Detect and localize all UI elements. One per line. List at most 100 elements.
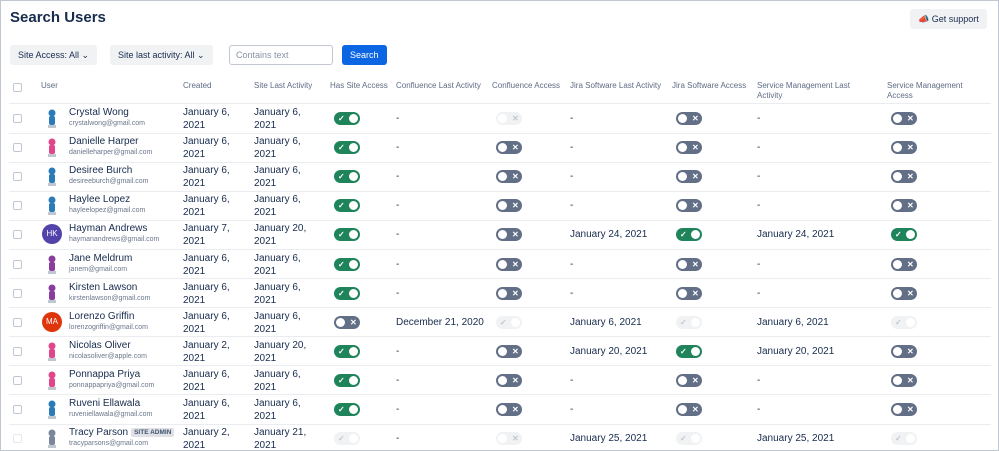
user-name: Lorenzo Griffin (69, 311, 134, 322)
toggle[interactable]: ✕ (496, 141, 522, 155)
user-name: Ruveni Ellawala (69, 398, 140, 409)
toggle-knob (498, 434, 507, 444)
cell-text: January 2, 2021 (183, 427, 230, 451)
search-input[interactable]: Contains text (229, 45, 333, 65)
site-activity-filter[interactable]: Site last activity: All ⌄ (110, 45, 213, 65)
toggle[interactable]: ✓ (334, 170, 360, 184)
row-checkbox[interactable] (13, 288, 22, 298)
cell-text: January 6, 2021 (254, 281, 301, 306)
row-checkbox[interactable] (13, 172, 22, 182)
toggle[interactable]: ✕ (891, 170, 917, 184)
get-support-button[interactable]: 📣 Get support (910, 9, 987, 29)
toggle[interactable]: ✓ (334, 257, 360, 271)
name-text: Nicolas Oliver (69, 339, 131, 351)
cell-text: January 6, 2021 (254, 136, 301, 161)
column-header[interactable]: Jira Software Last Activity (570, 81, 662, 90)
toggle[interactable]: ✕ (496, 344, 522, 358)
toggle[interactable]: ✕ (496, 199, 522, 213)
row-checkbox[interactable] (13, 230, 22, 240)
avatar (46, 283, 58, 303)
row-checkbox[interactable] (13, 259, 22, 269)
toggle[interactable]: ✕ (496, 228, 522, 242)
toggle[interactable]: ✕ (676, 257, 702, 271)
cell-text: January 6, 2021 (570, 316, 642, 328)
toggle[interactable]: ✕ (891, 403, 917, 416)
toggle[interactable]: ✕ (891, 344, 917, 358)
toggle[interactable]: ✕ (891, 373, 917, 387)
toggle[interactable]: ✕ (496, 286, 522, 300)
toggle-knob (893, 259, 902, 269)
column-header[interactable]: Has Site Access (330, 81, 388, 90)
search-button[interactable]: Search (342, 45, 387, 65)
toggle[interactable]: ✓ (334, 403, 360, 416)
name-text: Tracy Parson (69, 427, 129, 439)
avatar (46, 370, 58, 390)
toggle[interactable]: ✓ (334, 141, 360, 155)
toggle[interactable]: ✓ (334, 286, 360, 300)
avatar (46, 399, 58, 419)
row-checkbox[interactable] (13, 201, 22, 211)
toggle-knob (498, 172, 507, 182)
column-header[interactable]: User (41, 81, 58, 90)
row-checkbox[interactable] (13, 346, 22, 356)
avatar-figure (48, 255, 56, 274)
column-header[interactable]: Confluence Access (492, 81, 561, 90)
toggle-knob (349, 346, 358, 356)
check-icon: ✓ (338, 288, 345, 298)
site-access-filter[interactable]: Site Access: All ⌄ (10, 45, 98, 65)
toggle[interactable]: ✕ (891, 141, 917, 155)
name-text: Lorenzo Griffin (69, 310, 135, 322)
column-header[interactable]: Service Management Last Activity (757, 81, 850, 100)
column-header[interactable]: Jira Software Access (672, 81, 747, 90)
check-icon: ✓ (338, 172, 345, 182)
cell-text: January 6, 2021 (183, 136, 230, 161)
toggle-knob (678, 259, 687, 269)
column-header[interactable]: Service Management Access (887, 81, 963, 100)
row-checkbox[interactable] (13, 434, 22, 444)
toggle-knob (498, 230, 507, 240)
toggle[interactable]: ✓ (334, 373, 360, 387)
toggle[interactable]: ✕ (334, 315, 360, 329)
toggle[interactable]: ✓ (334, 228, 360, 242)
toggle[interactable]: ✓ (676, 228, 702, 242)
avatar (46, 108, 58, 128)
toggle[interactable]: ✓ (676, 344, 702, 358)
cross-icon: ✕ (692, 172, 699, 182)
toggle[interactable]: ✕ (496, 170, 522, 184)
row-checkbox[interactable] (13, 143, 22, 153)
cell-text: January 6, 2021 (254, 194, 301, 219)
toggle[interactable]: ✓ (334, 199, 360, 213)
toggle[interactable]: ✓ (891, 228, 917, 242)
column-header[interactable]: Created (183, 81, 212, 90)
cell-text: January 24, 2021 (757, 229, 835, 241)
select-all-checkbox[interactable] (13, 83, 22, 92)
toggle-knob (906, 317, 915, 327)
cell-text: January 6, 2021 (757, 316, 829, 328)
column-header[interactable]: Confluence Last Activity (396, 81, 481, 90)
toggle-knob (349, 230, 358, 240)
toggle[interactable]: ✕ (891, 112, 917, 125)
toggle-knob (349, 288, 358, 298)
row-checkbox[interactable] (13, 405, 22, 414)
toggle[interactable]: ✕ (676, 403, 702, 416)
toggle[interactable]: ✕ (496, 373, 522, 387)
toggle[interactable]: ✕ (891, 286, 917, 300)
toggle[interactable]: ✕ (891, 199, 917, 213)
toggle[interactable]: ✕ (676, 199, 702, 213)
toggle[interactable]: ✕ (676, 141, 702, 155)
toggle[interactable]: ✕ (496, 257, 522, 271)
column-header[interactable]: Site Last Activity (254, 81, 313, 90)
user-email: kirstenlawson@gmail.com (69, 294, 151, 302)
toggle[interactable]: ✓ (334, 112, 360, 125)
toggle[interactable]: ✕ (676, 170, 702, 184)
row-checkbox[interactable] (13, 317, 22, 327)
toggle[interactable]: ✓ (334, 344, 360, 358)
toggle[interactable]: ✕ (496, 403, 522, 416)
row-checkbox[interactable] (13, 375, 22, 385)
name-text: Ruveni Ellawala (69, 398, 141, 409)
toggle[interactable]: ✕ (676, 112, 702, 125)
row-checkbox[interactable] (13, 114, 22, 123)
toggle[interactable]: ✕ (891, 257, 917, 271)
toggle[interactable]: ✕ (676, 373, 702, 387)
toggle[interactable]: ✕ (676, 286, 702, 300)
